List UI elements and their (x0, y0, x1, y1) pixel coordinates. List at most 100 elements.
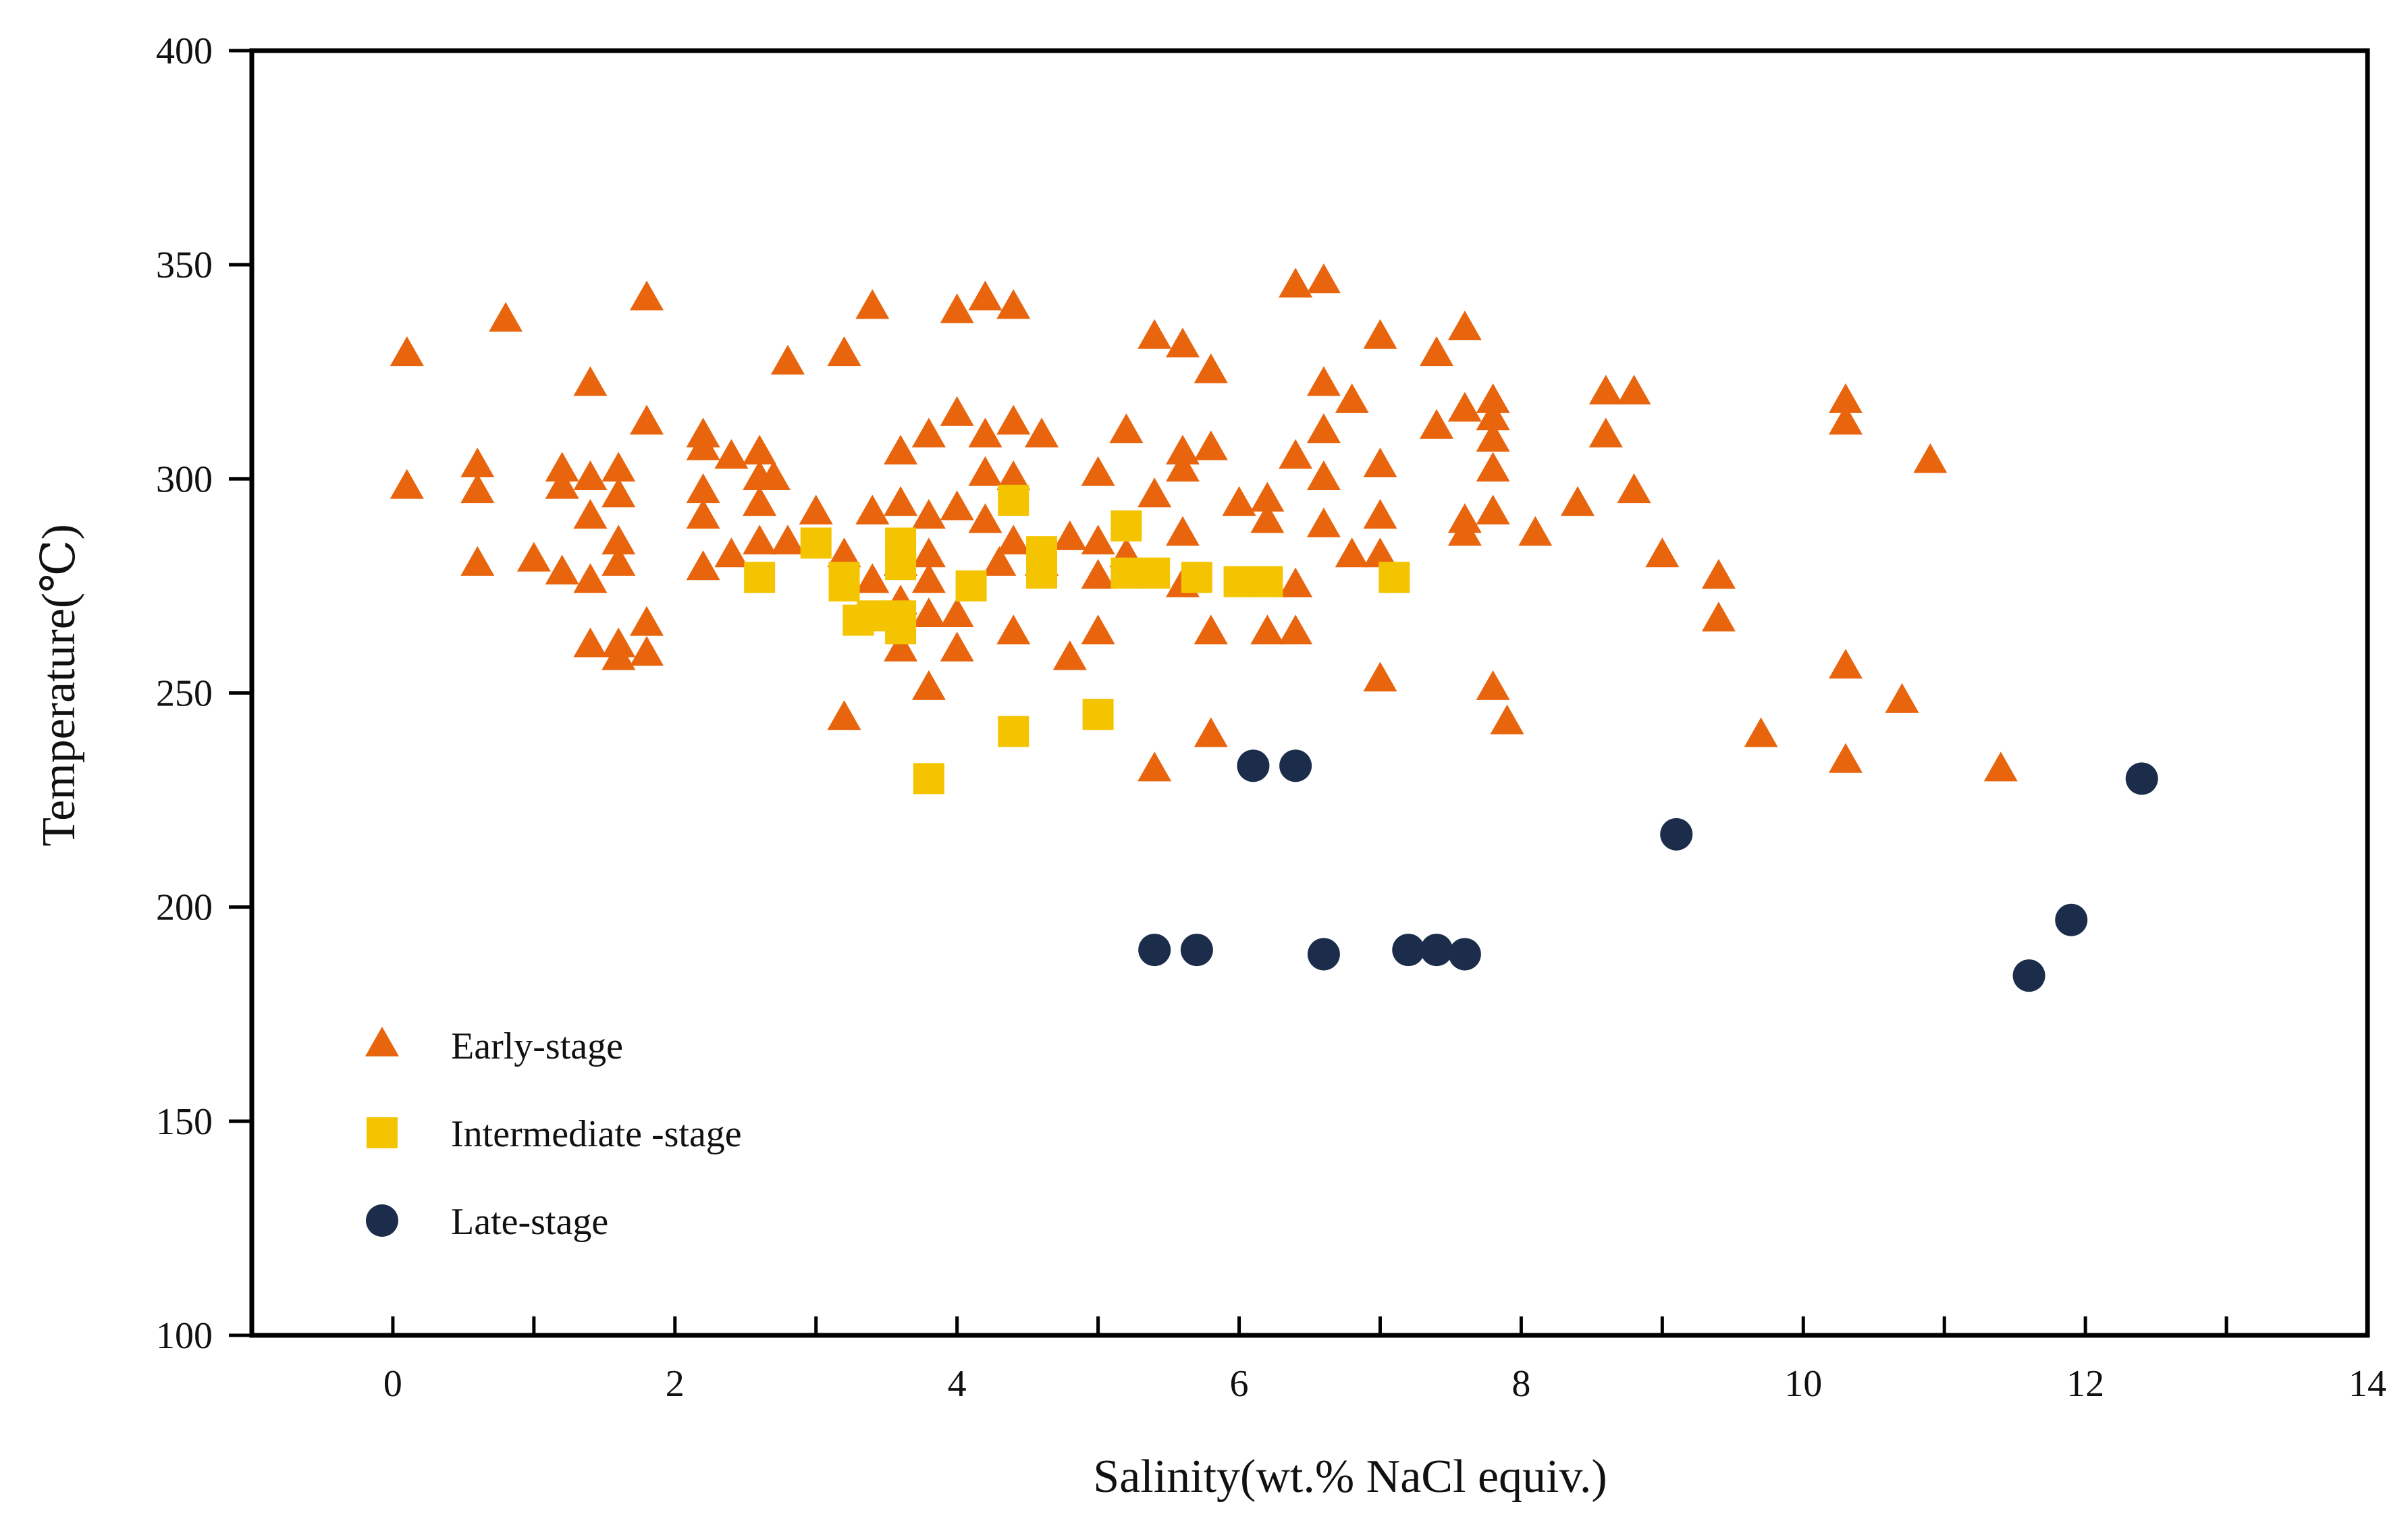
y-axis-title: Temperature(℃) (33, 524, 85, 847)
x-tick-label: 10 (1784, 1363, 1822, 1405)
intermediate-stage-point (828, 570, 860, 602)
legend-marker-circle (366, 1204, 398, 1237)
x-tick-label: 2 (666, 1363, 685, 1405)
early-stage-point (1588, 375, 1623, 405)
late-stage-point (1138, 934, 1171, 967)
early-stage-point (1306, 460, 1341, 491)
intermediate-stage-point (1252, 566, 1283, 597)
early-stage-point (390, 469, 424, 499)
late-stage-point (1279, 749, 1312, 782)
late-stage-point (1237, 749, 1270, 782)
early-stage-point (460, 448, 495, 478)
early-stage-point (1306, 413, 1341, 444)
early-stage-point (573, 460, 608, 491)
intermediate-stage-point (955, 570, 987, 602)
early-stage-point (1476, 421, 1510, 452)
early-stage-point (1025, 417, 1059, 448)
early-stage-point (1138, 477, 1172, 508)
early-stage-point (940, 597, 974, 628)
early-stage-point (1081, 456, 1115, 486)
early-stage-point (1250, 503, 1285, 533)
early-stage-point (1138, 319, 1172, 349)
early-stage-point (1279, 567, 1313, 597)
intermediate-stage-point (1379, 562, 1410, 593)
early-stage-point (1165, 516, 1200, 546)
early-stage-point (489, 302, 523, 332)
y-tick-label: 100 (156, 1315, 213, 1357)
early-stage-point (940, 490, 974, 520)
intermediate-stage-point (998, 716, 1029, 747)
early-stage-point (827, 700, 861, 730)
early-stage-point (1194, 717, 1228, 747)
early-stage-point (1447, 516, 1482, 546)
intermediate-stage-point (998, 485, 1029, 516)
early-stage-point (968, 280, 1002, 311)
early-stage-point (601, 640, 636, 670)
early-stage-point (601, 525, 636, 555)
early-stage-point (884, 434, 918, 464)
early-stage-point (1645, 537, 1680, 568)
early-stage-point (1828, 404, 1863, 435)
intermediate-stage-point (885, 549, 917, 581)
early-stage-point (1420, 336, 1454, 367)
early-stage-point (545, 469, 579, 499)
intermediate-stage-point (744, 562, 776, 593)
early-stage-point (516, 541, 551, 572)
early-stage-point (1744, 717, 1778, 747)
late-stage-point (1448, 938, 1481, 971)
early-stage-point (573, 627, 608, 658)
early-stage-point (968, 456, 1002, 486)
early-stage-point (1363, 662, 1397, 692)
early-stage-point (1222, 486, 1256, 516)
early-stage-point (996, 289, 1031, 319)
early-stage-point (770, 525, 805, 555)
y-tick-label: 150 (156, 1101, 213, 1143)
early-stage-point (1983, 751, 2018, 782)
early-stage-point (1518, 516, 1553, 546)
early-stage-point (714, 439, 749, 469)
early-stage-point (1588, 417, 1623, 448)
early-stage-point (1109, 413, 1144, 444)
early-stage-point (1335, 383, 1369, 413)
early-stage-point (1052, 640, 1087, 670)
early-stage-point (1306, 366, 1341, 396)
early-stage-point (1306, 263, 1341, 294)
early-stage-point (1052, 520, 1087, 550)
early-stage-point (1476, 670, 1510, 700)
early-stage-point (884, 631, 918, 662)
intermediate-stage-point (885, 613, 917, 645)
y-tick-label: 200 (156, 887, 213, 929)
early-stage-point (1165, 434, 1200, 464)
early-stage-point (827, 537, 861, 568)
early-stage-point (1165, 452, 1200, 482)
early-stage-point (1250, 614, 1285, 645)
early-stage-point (799, 494, 833, 525)
early-stage-point (940, 631, 974, 662)
early-stage-point (1617, 375, 1651, 405)
early-stage-point (573, 563, 608, 593)
early-stage-point (460, 473, 495, 504)
early-stage-point (601, 452, 636, 482)
early-stage-point (601, 477, 636, 508)
early-stage-point (630, 404, 664, 435)
legend: Early-stage Intermediate -stage Late-stage (365, 1025, 742, 1243)
early-stage-point (743, 525, 777, 555)
early-stage-point (573, 499, 608, 529)
early-stage-point (1250, 481, 1285, 512)
early-stage-point (1363, 537, 1397, 568)
early-stage-point (1194, 353, 1228, 383)
early-stage-point (855, 289, 890, 319)
early-stage-point (573, 366, 608, 396)
early-stage-point (1828, 743, 1863, 773)
intermediate-stage-point (1139, 557, 1171, 589)
early-stage-point (686, 550, 720, 581)
x-axis: 0 2 4 6 8 10 12 14 (250, 1316, 2386, 1405)
legend-label: Early-stage (451, 1025, 623, 1067)
early-stage-point (601, 545, 636, 576)
early-stage-point (686, 473, 720, 504)
intermediate-stage-point (800, 527, 832, 559)
legend-label: Intermediate -stage (451, 1113, 742, 1155)
intermediate-stage-point (1181, 562, 1212, 593)
intermediate-stage-point (1223, 566, 1255, 597)
